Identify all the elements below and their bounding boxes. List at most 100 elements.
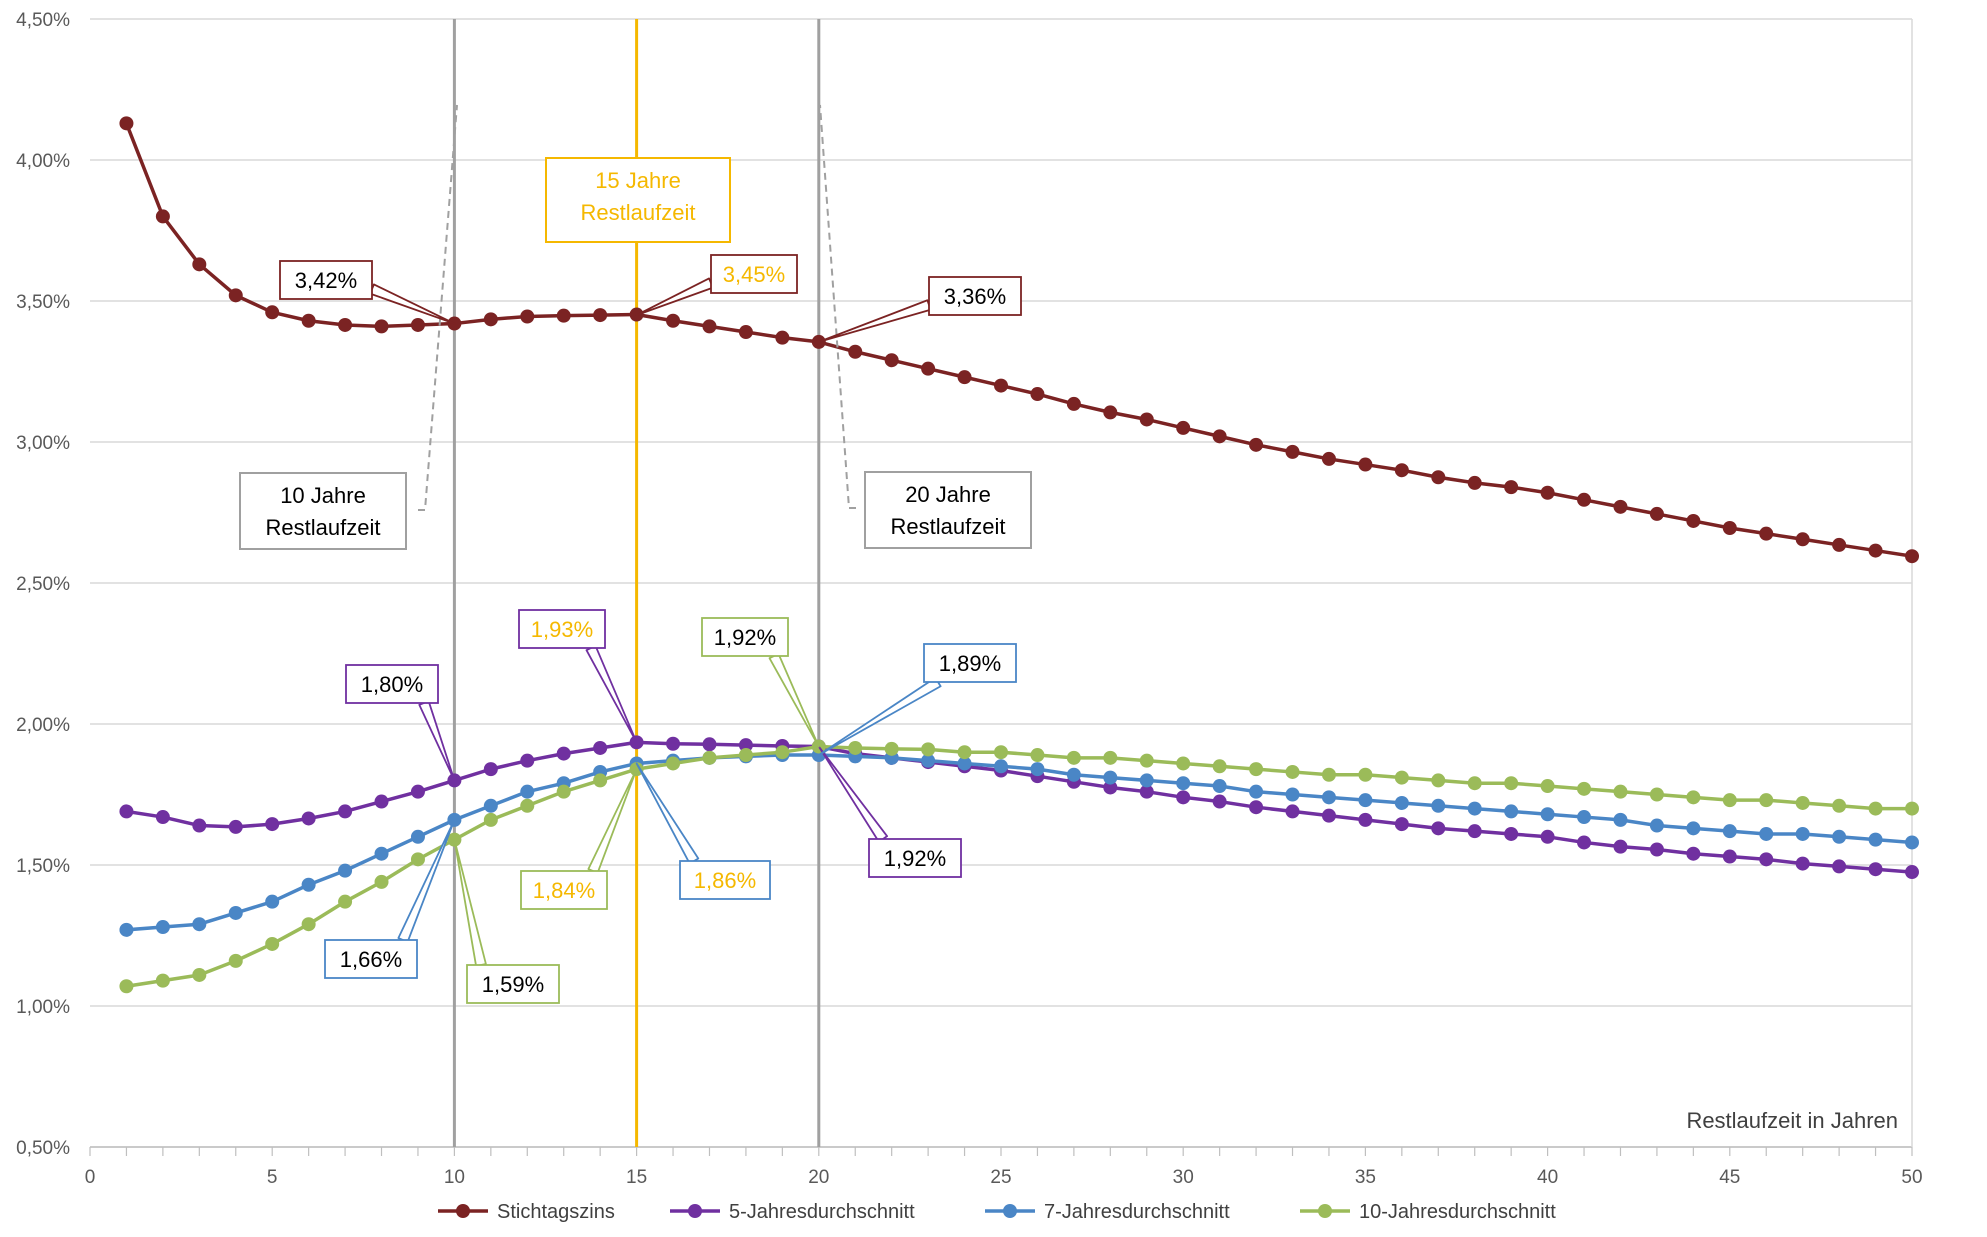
data-point [374, 794, 389, 809]
data-point [1504, 480, 1519, 495]
data-point [1759, 826, 1774, 841]
data-point [1103, 770, 1118, 785]
data-point [1868, 543, 1883, 558]
data-point [593, 740, 608, 755]
data-point [921, 753, 936, 768]
y-tick-label: 2,00% [16, 715, 70, 736]
data-point [265, 817, 280, 832]
reference-leader [819, 104, 856, 509]
data-point [994, 759, 1008, 774]
data-point [410, 829, 425, 844]
data-point [1540, 779, 1555, 794]
data-point [520, 309, 535, 324]
data-point [228, 905, 243, 920]
data-point [738, 738, 753, 753]
callout-box [518, 609, 606, 649]
callout-box [710, 254, 798, 294]
data-point [1249, 784, 1264, 799]
data-point [666, 736, 681, 751]
data-point [1613, 839, 1628, 854]
y-tick-label: 2,50% [16, 574, 70, 595]
callout-value: 1,59% [482, 972, 544, 997]
data-point [1613, 812, 1628, 827]
data-point [1686, 790, 1701, 805]
data-point [1139, 784, 1154, 799]
callout-leader [768, 652, 820, 748]
data-point [228, 288, 243, 303]
reference-box-text: Restlaufzeit [891, 514, 1006, 539]
data-point [1795, 826, 1810, 841]
data-point [1249, 437, 1264, 452]
data-point [1467, 824, 1482, 839]
data-point [994, 378, 1008, 393]
data-point [374, 319, 389, 334]
legend-label: 10-Jahresdurchschnitt [1359, 1201, 1556, 1223]
data-point [1249, 762, 1264, 777]
data-point [1613, 784, 1628, 799]
data-point [593, 773, 608, 788]
legend-swatch-marker [456, 1204, 470, 1218]
data-point [1285, 804, 1300, 819]
legend-label: 5-Jahresdurchschnitt [729, 1201, 915, 1223]
data-point [1212, 779, 1227, 794]
data-point [1686, 821, 1701, 836]
y-tick-label: 1,00% [16, 997, 70, 1018]
data-point [884, 353, 899, 368]
data-point [1394, 795, 1409, 810]
data-point [119, 979, 134, 994]
data-point [1795, 795, 1810, 810]
data-point [1030, 748, 1045, 763]
callout-box [923, 643, 1017, 683]
y-tick-label: 1,50% [16, 856, 70, 877]
legend-swatch-marker [1318, 1204, 1332, 1218]
data-point [1066, 750, 1081, 765]
data-point [1030, 762, 1045, 777]
data-point [1030, 387, 1045, 402]
data-point [1795, 856, 1810, 871]
data-point [410, 784, 425, 799]
data-point [1431, 821, 1446, 836]
data-point [520, 798, 535, 813]
callout-leader [817, 676, 942, 756]
data-point [1759, 793, 1774, 808]
data-point [1577, 781, 1592, 796]
y-tick-label: 3,00% [16, 433, 70, 454]
reference-box [864, 471, 1032, 549]
data-point [1394, 817, 1409, 832]
callout-value: 1,84% [533, 878, 595, 903]
y-tick-label: 3,50% [16, 292, 70, 313]
data-point [1577, 810, 1592, 825]
data-point [957, 756, 972, 771]
data-point [265, 305, 280, 320]
legend-layer: Stichtagszins 5-Jahresdurchschnitt 7-Jahre… [438, 1201, 1556, 1223]
data-point [1176, 756, 1191, 771]
data-point [1103, 405, 1118, 420]
reference-leader [418, 104, 458, 511]
legend-swatch-marker [1003, 1204, 1017, 1218]
callout-value: 1,92% [714, 625, 776, 650]
data-point [1176, 790, 1191, 805]
data-point [1832, 537, 1847, 552]
callout-value: 3,36% [944, 284, 1006, 309]
callout-value: 1,92% [884, 846, 946, 871]
data-point [848, 740, 863, 755]
x-tick-label: 15 [626, 1167, 647, 1188]
callout-value: 1,86% [694, 868, 756, 893]
data-point [1431, 773, 1446, 788]
data-point [1905, 865, 1919, 880]
data-point [1868, 801, 1883, 816]
callout-leader [635, 277, 714, 317]
data-point [1832, 859, 1847, 874]
callout-box [679, 860, 771, 900]
data-point [775, 745, 790, 760]
data-point [1795, 532, 1810, 547]
data-point [410, 317, 425, 332]
data-point [1868, 862, 1883, 877]
reference-box-text: 15 Jahre [595, 168, 681, 193]
data-point [921, 742, 936, 757]
data-point [1358, 767, 1373, 782]
callout-box [279, 260, 373, 300]
reference-box-text: Restlaufzeit [581, 200, 696, 225]
x-tick-label: 35 [1355, 1167, 1376, 1188]
